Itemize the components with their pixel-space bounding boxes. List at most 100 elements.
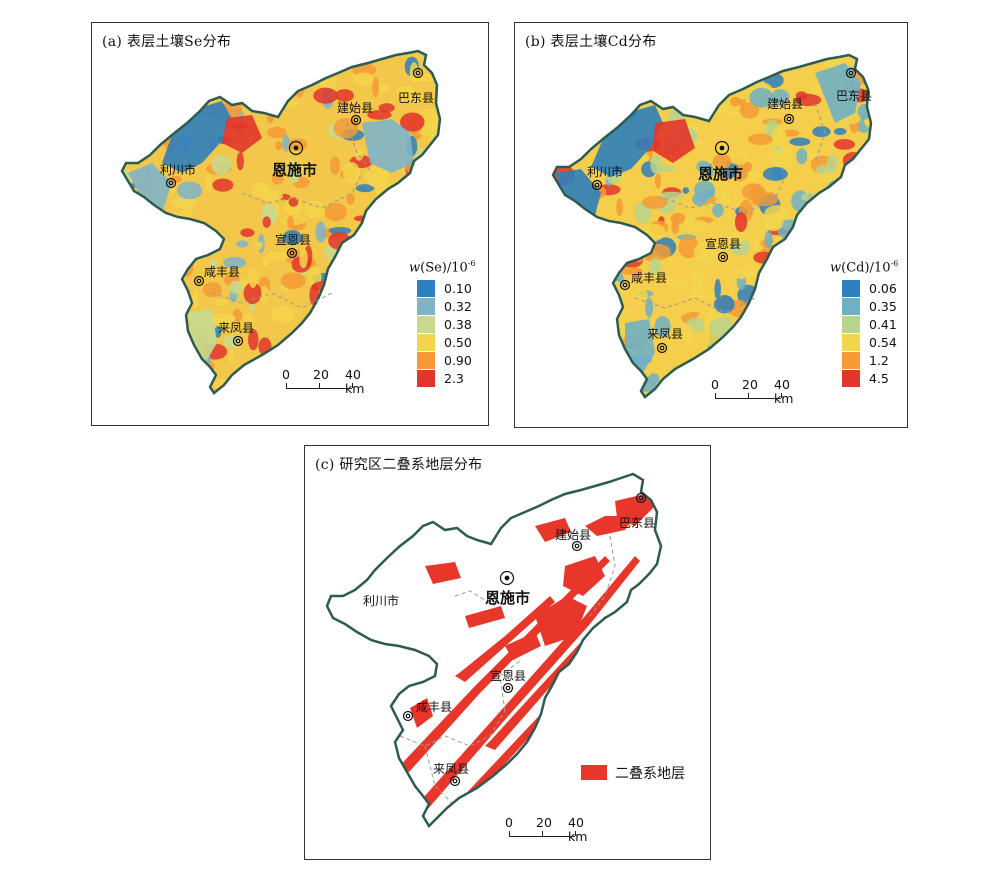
city-jianshi: 建始县 [767, 97, 804, 111]
city-badong: 巴东县 [836, 89, 873, 103]
city-laifeng: 来凤县 [647, 327, 684, 341]
city-xianfeng: 咸丰县 [631, 271, 668, 285]
raster-cell [686, 289, 707, 301]
raster-cell [645, 297, 654, 318]
raster-cell [712, 203, 724, 218]
legend-item: 0.38 [417, 316, 577, 333]
strata-outcrop [535, 596, 587, 646]
scale-bar: 0 20 40 km [505, 815, 588, 844]
city-lichuan: 利川市 [587, 165, 624, 179]
raster-cell [328, 226, 352, 235]
legend-label: 0.90 [444, 353, 472, 368]
raster-cell [816, 164, 829, 175]
raster-cell [693, 241, 717, 263]
raster-cell [223, 256, 247, 269]
raster-cell [205, 270, 212, 279]
raster-cell [364, 166, 390, 188]
legend-label: 0.50 [444, 335, 472, 350]
raster-cell [712, 153, 732, 170]
raster-cell [211, 155, 232, 175]
raster-zone [555, 169, 601, 223]
raster-cell [299, 248, 308, 269]
raster-cell [262, 216, 271, 228]
city-laifeng: 来凤县 [218, 321, 255, 335]
raster-zone [815, 63, 861, 123]
raster-cell [236, 152, 244, 171]
city-jianshi: 建始县 [555, 528, 592, 542]
raster-cell [750, 184, 762, 206]
raster-cell [367, 110, 392, 120]
raster-cell [729, 96, 742, 107]
permian-legend-label: 二叠系地层 [615, 766, 685, 782]
raster-cell [313, 87, 338, 104]
raster-cell [650, 154, 663, 174]
raster-zone [222, 115, 262, 153]
raster-cell [176, 181, 203, 200]
raster-cell [682, 187, 690, 194]
raster-cell [658, 191, 685, 200]
raster-cell [616, 198, 623, 216]
legend-swatch [417, 370, 435, 387]
raster-cell [720, 187, 731, 206]
raster-cell [171, 197, 198, 208]
panel-se-map: (a) 表层土壤Se分布 恩施市 利川市 建始县 巴东县 宣恩县 咸丰县 [91, 22, 489, 426]
legend-label: 4.5 [869, 371, 889, 386]
raster-cell [372, 77, 379, 98]
county-boundaries [211, 122, 373, 309]
legend-item: 4.5 [842, 370, 1000, 387]
raster-cell [770, 155, 796, 167]
raster-cell [810, 82, 821, 97]
raster-cell [690, 271, 704, 291]
raster-cell [682, 324, 694, 344]
city-enshi: 恩施市 [272, 161, 318, 179]
raster-cell [407, 84, 415, 104]
cd-map-svg [551, 53, 873, 399]
city-jianshi: 建始县 [337, 101, 374, 115]
raster-cell [215, 298, 228, 307]
permian-legend-swatch [581, 765, 607, 780]
raster-cell [703, 190, 715, 198]
raster-cell [262, 257, 269, 267]
city-enshi: 恩施市 [698, 165, 744, 183]
city-enshi: 恩施市 [485, 589, 531, 607]
legend-item: 0.90 [417, 352, 577, 369]
raster-cell [726, 232, 746, 244]
cd-city-symbols [591, 67, 857, 354]
raster-cell [714, 278, 721, 301]
raster-cell [789, 137, 811, 146]
legend-swatch [417, 298, 435, 315]
raster-cell [287, 215, 294, 229]
city-xuanen: 宣恩县 [490, 669, 527, 683]
legend-swatch [417, 280, 435, 297]
raster-cell [353, 72, 375, 86]
legend-label: 1.2 [869, 353, 889, 368]
legend-swatch [842, 334, 860, 351]
raster-cell [243, 282, 262, 305]
raster-cell [833, 139, 856, 150]
raster-cell [265, 252, 290, 261]
raster-cell [696, 160, 710, 173]
raster-cell [713, 295, 735, 314]
legend-label: 0.41 [869, 317, 897, 332]
raster-cell [649, 257, 661, 276]
strata-outcrop [425, 562, 461, 584]
legend-item: 0.32 [417, 298, 577, 315]
raster-cell [307, 266, 322, 287]
strata-outcrop [465, 606, 505, 628]
raster-cell [254, 241, 263, 250]
raster-zone [128, 163, 172, 213]
raster-cell [749, 87, 774, 108]
raster-cell [333, 118, 359, 139]
raster-cell [771, 89, 790, 106]
strata-outcrop [415, 556, 640, 810]
legend-swatch [842, 298, 860, 315]
se-city-symbols [165, 67, 424, 347]
raster-cell [251, 182, 270, 197]
raster-cell [654, 316, 671, 338]
raster-cell [671, 217, 680, 235]
raster-cell [315, 221, 327, 243]
legend-swatch [842, 316, 860, 333]
city-xianfeng: 咸丰县 [416, 700, 453, 714]
panel-a-title: (a) 表层土壤Se分布 [102, 34, 232, 50]
raster-cell [330, 156, 340, 176]
